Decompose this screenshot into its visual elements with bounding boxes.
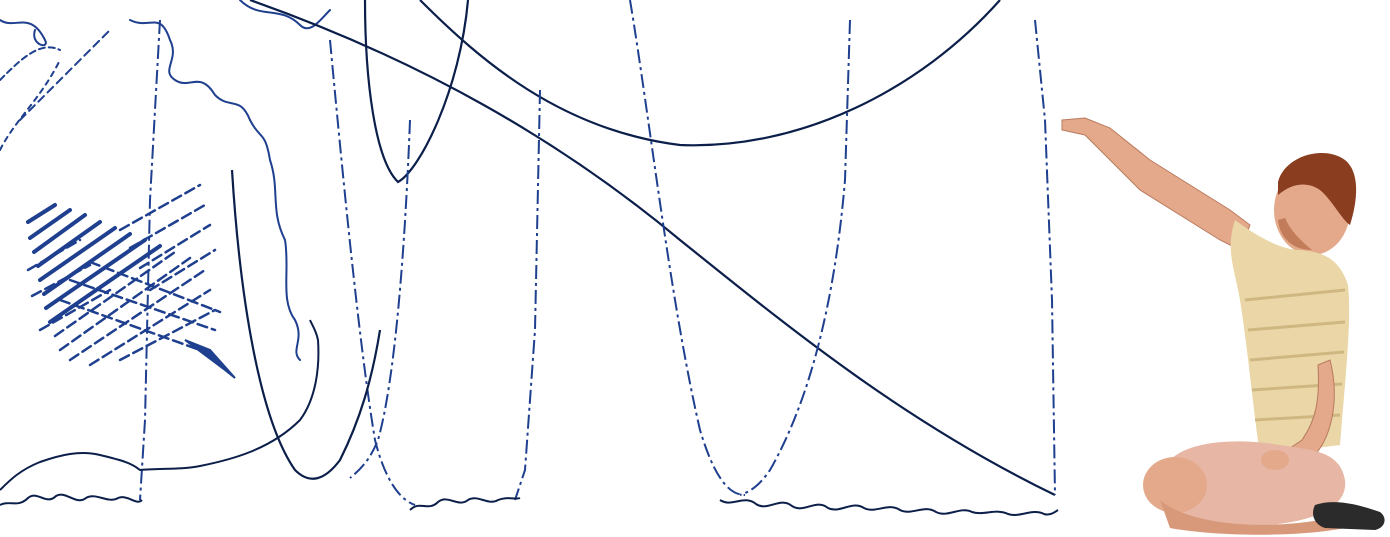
top-left-scribbles <box>0 0 331 361</box>
shorts <box>1156 441 1346 527</box>
wiggly-baseline <box>0 319 320 506</box>
narrow-loop <box>363 0 470 184</box>
shoe <box>1313 502 1385 530</box>
beard <box>1278 218 1312 250</box>
top-arc <box>419 0 1001 147</box>
descending-curve <box>249 0 1056 496</box>
knee <box>1143 457 1207 513</box>
left-u-curve <box>230 169 382 480</box>
dip-traces <box>139 0 1056 506</box>
trace-drawing <box>0 0 1059 516</box>
hand <box>1261 450 1289 470</box>
hatched-scribble <box>26 183 236 379</box>
pointing-person <box>1061 117 1385 535</box>
raised-arm <box>1061 117 1251 251</box>
hair <box>1278 153 1357 225</box>
wiggly-baseline-2 <box>409 497 1059 516</box>
lower-leg <box>1160 500 1345 535</box>
